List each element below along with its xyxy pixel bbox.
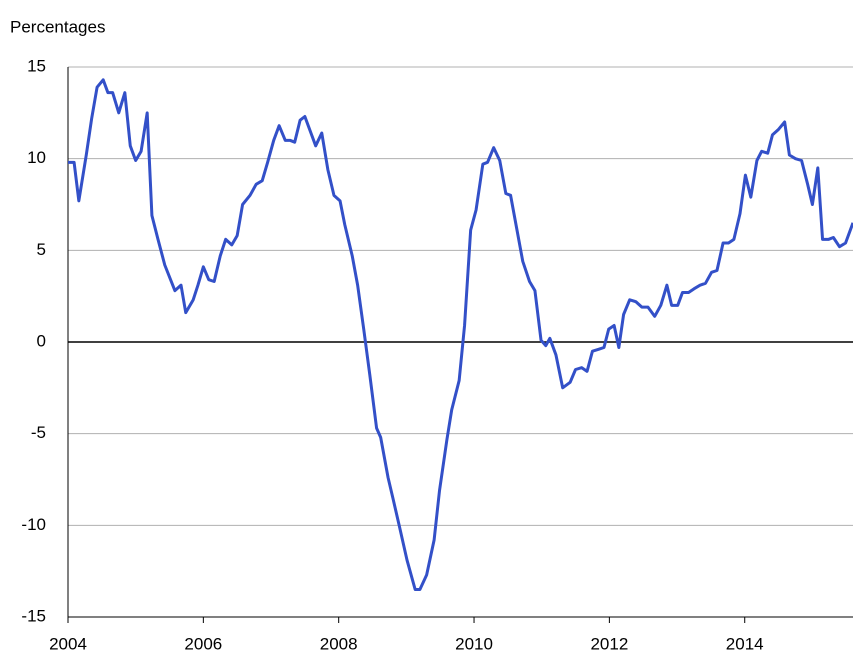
y-tick-label: 0 xyxy=(37,331,46,350)
x-tick-label: 2010 xyxy=(455,634,493,653)
x-tick-label: 2006 xyxy=(184,634,222,653)
y-tick-label: -15 xyxy=(21,606,46,625)
chart-title: Percentages xyxy=(10,17,105,36)
y-tick-label: -10 xyxy=(21,515,46,534)
line-series xyxy=(68,78,853,591)
y-tick-label: -5 xyxy=(31,423,46,442)
x-tick-label: 2014 xyxy=(726,634,764,653)
y-tick-label: 15 xyxy=(27,56,46,75)
y-tick-label: 10 xyxy=(27,148,46,167)
x-tick-label: 2012 xyxy=(590,634,628,653)
x-tick-label: 2004 xyxy=(49,634,87,653)
x-tick-label: 2008 xyxy=(320,634,358,653)
y-tick-label: 5 xyxy=(37,240,46,259)
